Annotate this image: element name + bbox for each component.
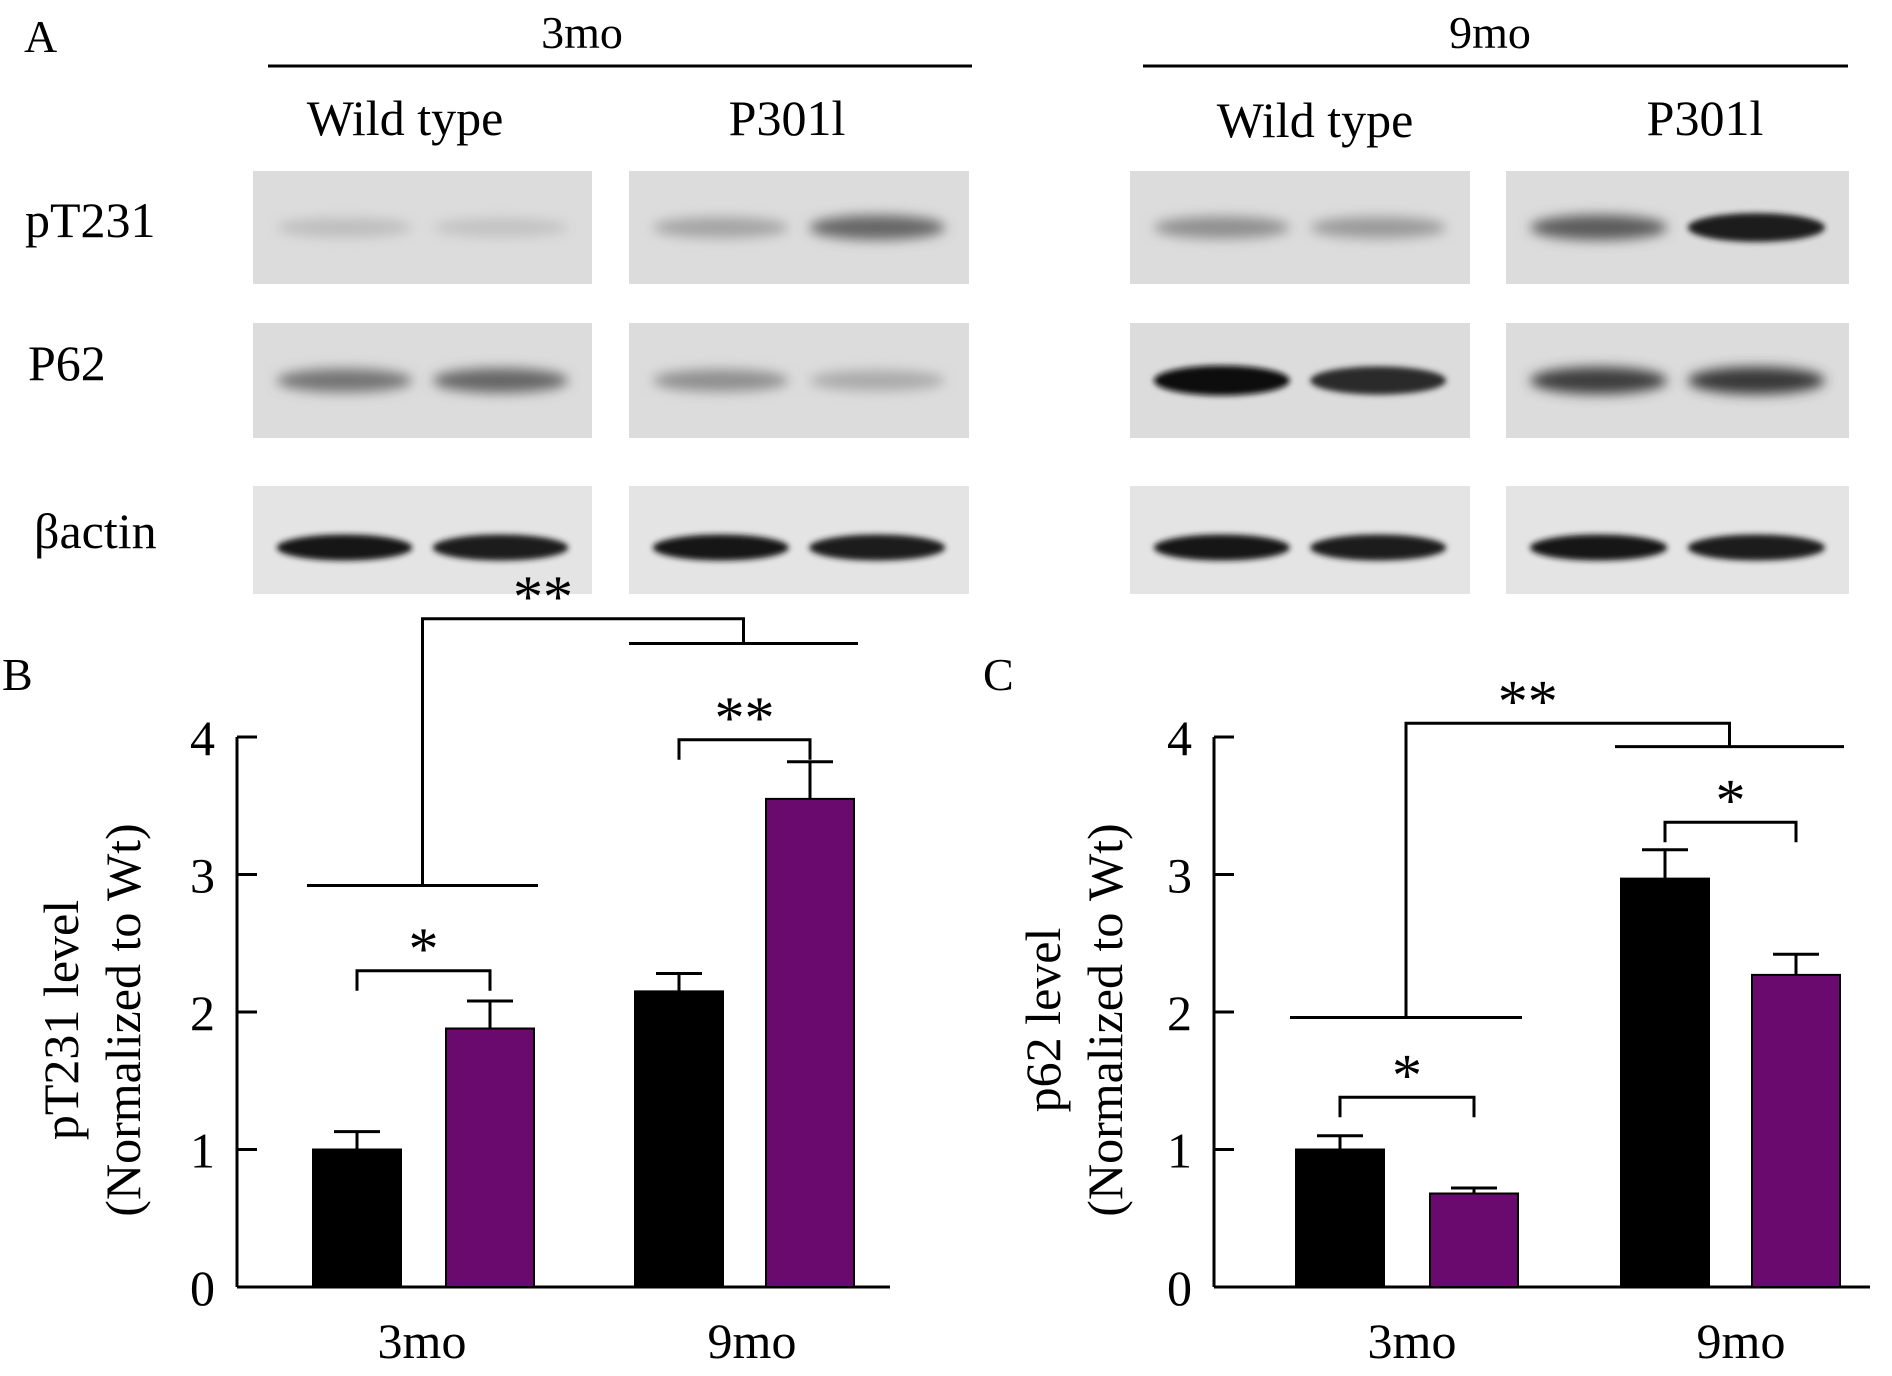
blot-row-label-pt231: pT231 (25, 192, 156, 248)
significance-bracket (355, 969, 492, 991)
panel-label-c: C (983, 649, 1014, 700)
x-tick-label: 3mo (1368, 1313, 1457, 1369)
x-tick-label: 9mo (1697, 1313, 1786, 1369)
y-axis-label-line1: p62 level (1015, 928, 1071, 1113)
significance-bracket (1338, 1095, 1476, 1118)
blot-label-mutant-9mo: P301l (1647, 90, 1764, 146)
y-tick-label: 4 (190, 710, 215, 766)
y-tick-label: 2 (190, 985, 215, 1041)
blot-band (1310, 366, 1447, 395)
blot-band (1687, 534, 1825, 561)
blot-band (1687, 366, 1825, 395)
significance-label: * (1392, 1042, 1422, 1108)
blot-band (652, 369, 789, 392)
bar (1751, 973, 1841, 1288)
x-tick-label: 3mo (378, 1313, 467, 1369)
y-tick-label: 1 (1167, 1123, 1192, 1179)
x-tick-label: 9mo (708, 1313, 797, 1369)
blot-band (809, 215, 946, 240)
blot-band (652, 534, 789, 561)
blot-band (432, 368, 569, 393)
significance-bracket (421, 617, 745, 886)
y-axis-label-line2: (Normalized to Wt) (1077, 823, 1133, 1216)
blot-band (276, 217, 413, 238)
blot-band (1310, 216, 1447, 239)
bar (1620, 877, 1710, 1288)
blot-band (1153, 365, 1290, 396)
significance-label: ** (513, 564, 573, 630)
blot-label-wild-type-3mo: Wild type (307, 90, 504, 146)
blot-band (809, 370, 946, 391)
blot-row-label-p62: P62 (28, 335, 106, 391)
significance-label: ** (715, 685, 775, 751)
panel-label-a: A (24, 11, 57, 62)
blot-band (1687, 213, 1825, 242)
western-blot-strips (253, 171, 1849, 594)
blot-band (809, 534, 946, 561)
blot-band (432, 534, 569, 561)
blot-header-9mo: 9mo Wild type P301l (1143, 7, 1848, 148)
bar (1429, 1192, 1519, 1288)
blot-age-label-3mo: 3mo (541, 7, 623, 58)
blot-band (276, 368, 413, 393)
blot-band (1530, 367, 1668, 394)
y-axis-label-line1: pT231 level (33, 900, 89, 1140)
y-tick-label: 1 (190, 1123, 215, 1179)
blot-band (432, 217, 569, 238)
y-tick-label: 2 (1167, 985, 1192, 1041)
y-axis-label-line2: (Normalized to Wt) (95, 823, 151, 1216)
chart-c: p62 level (Normalized to Wt) 0 1 2 3 4 3mo 9mo… (1015, 668, 1870, 1369)
y-tick-label: 3 (1167, 848, 1192, 904)
y-tick-label: 4 (1167, 710, 1192, 766)
significance-label: * (1716, 767, 1746, 833)
y-tick-label: 0 (1167, 1260, 1192, 1316)
blot-age-label-9mo: 9mo (1449, 7, 1531, 58)
blot-header-3mo: 3mo Wild type P301l (268, 7, 972, 146)
blot-band (1530, 534, 1668, 561)
blot-label-mutant-3mo: P301l (729, 90, 846, 146)
significance-bracket (677, 738, 812, 760)
significance-bracket (1404, 721, 1731, 1018)
bar (765, 797, 855, 1288)
bar (445, 1027, 535, 1288)
bar (634, 990, 724, 1288)
significance-label: ** (1498, 668, 1558, 734)
blot-band (652, 217, 789, 238)
y-tick-label: 3 (190, 848, 215, 904)
significance-label: * (409, 916, 439, 982)
y-tick-label: 0 (190, 1260, 215, 1316)
blot-band (1153, 534, 1290, 561)
blot-band (1530, 214, 1668, 241)
blot-row-label-bactin: βactin (34, 503, 157, 559)
blot-band (1310, 534, 1447, 561)
blot-band (276, 534, 413, 561)
blot-label-wild-type-9mo: Wild type (1217, 92, 1414, 148)
blot-band (1153, 216, 1290, 239)
bar (312, 1148, 402, 1288)
chart-b: pT231 level (Normalized to Wt) 0 1 2 3 4 3mo 9… (33, 564, 890, 1369)
significance-bracket (1663, 820, 1798, 843)
panel-label-b: B (2, 649, 33, 700)
bar (1295, 1148, 1385, 1288)
